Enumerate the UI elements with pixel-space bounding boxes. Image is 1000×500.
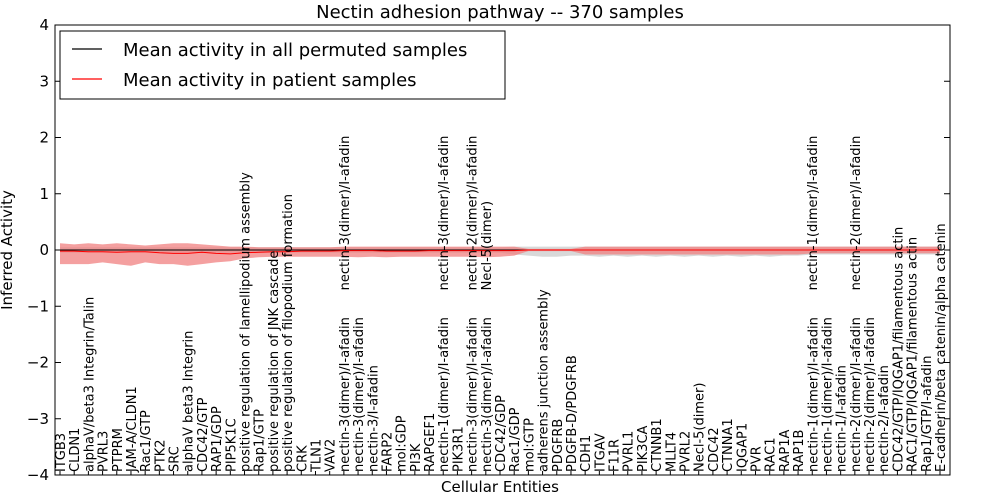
x-tick-label: PDGFRB — [551, 419, 566, 472]
x-tick-label: CDC42 — [707, 427, 722, 472]
x-tick-label: nectin-1(dimer)/I-afadin — [806, 317, 821, 472]
x-tick-label: nectin-3/I-afadin — [366, 365, 381, 472]
x-tick-label: mol:GTP — [522, 418, 537, 472]
x-tick-label: PDGFB-D/PDGFRB — [565, 355, 580, 472]
x-tick-label: MLLT4 — [664, 432, 679, 472]
x-tick-label: RAP1/GDP — [210, 406, 225, 472]
x-tick-label: alphaV beta3 Integrin — [182, 331, 197, 472]
x-tick-label-upper: nectin-2(dimer)/I-afadin — [466, 136, 481, 291]
y-tick-label: −4 — [27, 466, 49, 484]
x-tick-label: F11R — [608, 439, 623, 472]
x-tick-label: Necl-5(dimer) — [693, 383, 708, 472]
x-tick-label-upper: nectin-3(dimer)/I-afadin — [437, 136, 452, 291]
x-tick-label: ITGB3 — [54, 433, 69, 472]
x-tick-label: IQGAP1 — [735, 423, 750, 472]
x-tick-label: E-cadherin/beta catenin/alpha catenin — [934, 223, 949, 472]
x-tick-label: PVR — [749, 446, 764, 472]
x-tick-label: nectin-3(dimer)/I-afadin — [338, 317, 353, 472]
activity-bands — [60, 243, 940, 266]
x-tick-label: mol:GDP — [395, 415, 410, 472]
x-tick-label: PVRL2 — [679, 431, 694, 472]
x-tick-label: CDC42/GTP/IQGAP1/filamentous actin — [891, 227, 906, 472]
y-tick-label: 1 — [39, 185, 49, 203]
patient-band — [60, 243, 940, 266]
y-tick-label: 3 — [39, 72, 49, 90]
x-axis-title: Cellular Entities — [441, 478, 559, 496]
x-tick-label: SRC — [168, 446, 183, 472]
x-tick-label: CDC42/GDP — [494, 395, 509, 472]
x-tick-label-upper: nectin-3(dimer)/I-afadin — [338, 136, 353, 291]
x-tick-label: Rap1/GTP — [253, 409, 268, 472]
x-tick-label-upper: nectin-2(dimer)/I-afadin — [849, 136, 864, 291]
x-tick-label: RAC1/GTP/IQGAP1/filamentous actin — [906, 237, 921, 472]
legend-label-patient: Mean activity in patient samples — [123, 70, 417, 91]
x-tick-label: CLDN1 — [68, 428, 83, 472]
y-tick-label: 0 — [39, 241, 49, 259]
x-tick-label: PIK3R1 — [451, 426, 466, 472]
x-tick-label: positive regulation of JNK cascade — [267, 251, 282, 472]
x-tick-label: CTNNA1 — [721, 418, 736, 472]
y-axis-title: Inferred Activity — [0, 190, 16, 310]
legend-box — [59, 30, 506, 100]
x-tick-label: VAV2 — [324, 439, 339, 472]
x-tick-label: nectin-1/I-afadin — [835, 365, 850, 472]
x-tick-label: Rac1/GTP — [139, 410, 154, 472]
x-axis-category-labels: ITGB3 CLDN1 alphaV/beta3 Integrin/Talin PVR… — [54, 136, 949, 475]
plot-frame — [54, 24, 951, 476]
x-tick-label: nectin-2(dimer)/I-afadin — [863, 317, 878, 472]
x-tick-label: PI3K — [409, 443, 424, 472]
legend: Mean activity in all permuted samples Me… — [59, 30, 506, 100]
legend-label-permuted: Mean activity in all permuted samples — [123, 40, 467, 61]
x-tick-label: JAM-A/CLDN1 — [125, 386, 140, 473]
y-tick-label: −3 — [27, 410, 49, 428]
x-tick-label: PIP5K1C — [224, 418, 239, 472]
x-tick-label: PVRL3 — [97, 431, 112, 472]
x-tick-label: adherens junction assembly — [537, 289, 552, 472]
x-tick-label: CRK — [295, 445, 310, 472]
chart-title: Nectin adhesion pathway -- 370 samples — [316, 2, 684, 23]
x-tick-label: RAC1 — [764, 437, 779, 472]
x-tick-label: Rac1/GDP — [508, 407, 523, 472]
x-tick-label: TLN1 — [309, 439, 324, 473]
x-tick-label: RAPGEF1 — [423, 413, 438, 472]
series-lines — [55, 249, 950, 255]
y-tick-label: 4 — [39, 16, 49, 34]
x-tick-label: Rap1/GTP/I-afadin — [920, 355, 935, 472]
y-tick-label: 2 — [39, 129, 49, 147]
x-tick-label: CTNNB1 — [650, 418, 665, 472]
x-tick-label: nectin-3(dimer)/I-afadin — [352, 317, 367, 472]
x-tick-label: RAP1B — [792, 430, 807, 472]
y-axis-ticks: 4 3 2 1 0 −1 −2 −3 −4 — [27, 16, 950, 484]
x-tick-label: PVRL1 — [622, 431, 637, 472]
patient-mean-line — [60, 249, 940, 255]
x-tick-label: CDC42/GTP — [196, 397, 211, 472]
x-tick-label: nectin-2/I-afadin — [877, 365, 892, 472]
x-tick-label: nectin-3(dimer)/I-afadin — [480, 317, 495, 472]
x-tick-label: positive regulation of filopodium format… — [281, 194, 296, 472]
x-tick-label: nectin-2(dimer)/I-afadin — [849, 317, 864, 472]
x-tick-label: PIK3CA — [636, 425, 651, 472]
x-tick-label-upper: nectin-1(dimer)/I-afadin — [806, 136, 821, 291]
x-tick-label: PTK2 — [153, 439, 168, 472]
x-tick-label: nectin-1(dimer)/I-afadin — [437, 317, 452, 472]
x-tick-label: alphaV/beta3 Integrin/Talin — [82, 297, 97, 472]
x-tick-label-upper: Necl-5(dimer) — [480, 201, 495, 290]
x-tick-label: PTPRM — [111, 428, 126, 472]
y-tick-label: −2 — [27, 354, 49, 372]
x-tick-label: ITGAV — [593, 433, 608, 472]
x-tick-label: CDH1 — [579, 435, 594, 472]
x-tick-label: RAP1A — [778, 429, 793, 472]
x-tick-label: nectin-1(dimer)/I-afadin — [820, 317, 835, 472]
x-tick-label: nectin-3(dimer)/I-afadin — [466, 317, 481, 472]
x-tick-label: FARP2 — [380, 432, 395, 472]
x-tick-label: positive regulation of lamellipodium ass… — [239, 172, 254, 472]
y-tick-label: −1 — [27, 297, 49, 315]
